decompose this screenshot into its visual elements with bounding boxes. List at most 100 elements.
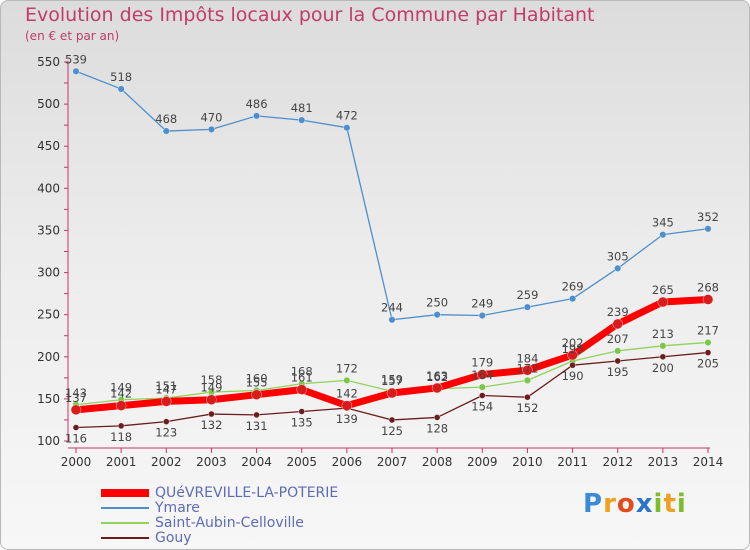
data-point-quevreville-la-poterie (296, 384, 308, 395)
data-point-saint-aubin-celloville (478, 383, 486, 391)
data-label-ymare: 244 (381, 301, 403, 315)
data-label-gouy: 123 (155, 426, 177, 440)
x-tick-label: 2001 (106, 455, 137, 469)
series-line-ymare (75, 70, 709, 321)
data-label-saint-aubin-celloville: 164 (471, 368, 493, 382)
data-label-gouy: 139 (336, 412, 358, 426)
data-label-ymare: 305 (607, 249, 629, 263)
data-label-quevreville-la-poterie: 184 (516, 351, 538, 365)
data-label-quevreville-la-poterie: 147 (155, 382, 177, 396)
data-point-ymare (388, 316, 396, 324)
data-label-saint-aubin-celloville: 213 (652, 327, 674, 341)
x-tick-label: 2002 (151, 455, 182, 469)
data-point-ymare (478, 311, 486, 320)
data-label-gouy: 190 (562, 369, 584, 383)
data-label-ymare: 352 (697, 210, 719, 224)
data-label-ymare: 345 (652, 216, 674, 230)
data-label-saint-aubin-celloville: 160 (246, 371, 268, 385)
data-label-gouy: 154 (471, 400, 493, 414)
y-tick-label: 150 (37, 392, 60, 406)
data-point-saint-aubin-celloville (659, 342, 667, 350)
data-point-quevreville-la-poterie (115, 400, 127, 411)
data-point-quevreville-la-poterie (70, 404, 82, 416)
x-tick-label: 2008 (422, 455, 453, 469)
data-point-ymare (252, 112, 261, 120)
y-tick-label: 100 (37, 434, 60, 448)
data-point-quevreville-la-poterie (612, 318, 624, 330)
data-label-saint-aubin-celloville: 143 (65, 386, 87, 400)
data-label-gouy: 125 (381, 424, 403, 438)
data-label-saint-aubin-celloville: 168 (291, 365, 313, 379)
y-tick-label: 250 (37, 308, 60, 322)
data-label-quevreville-la-poterie: 202 (562, 336, 584, 350)
data-label-ymare: 468 (155, 112, 177, 126)
data-point-quevreville-la-poterie (476, 369, 488, 380)
data-label-ymare: 249 (471, 297, 493, 311)
data-label-ymare: 518 (110, 70, 132, 84)
data-point-ymare (568, 295, 577, 303)
data-label-gouy: 200 (652, 361, 674, 375)
data-label-saint-aubin-celloville: 172 (516, 361, 538, 375)
data-label-saint-aubin-celloville: 149 (110, 381, 132, 395)
legend: QUéVREVILLE-LA-POTERIE Ymare Saint-Aubin… (101, 484, 339, 546)
data-point-saint-aubin-celloville (523, 376, 532, 384)
y-tick-label: 550 (37, 55, 60, 69)
data-point-gouy (433, 414, 441, 421)
x-tick-label: 2000 (61, 455, 92, 469)
y-tick-label: 350 (37, 223, 60, 237)
legend-swatch-quevreville (101, 488, 149, 497)
data-point-ymare (614, 264, 622, 272)
data-point-quevreville-la-poterie (567, 349, 578, 361)
data-label-quevreville-la-poterie: 137 (65, 391, 87, 405)
data-label-quevreville-la-poterie: 155 (246, 376, 268, 390)
data-label-quevreville-la-poterie: 149 (200, 381, 222, 395)
data-label-gouy: 152 (516, 401, 538, 415)
x-tick-label: 2005 (286, 455, 317, 469)
data-label-gouy: 131 (246, 419, 268, 433)
data-point-quevreville-la-poterie (251, 389, 262, 400)
data-point-ymare (162, 127, 170, 135)
legend-label-quevreville: QUéVREVILLE-LA-POTERIE (155, 484, 339, 501)
legend-label-saint-aubin: Saint-Aubin-Celloville (155, 514, 304, 531)
x-tick-label: 2010 (512, 455, 543, 469)
data-point-quevreville-la-poterie (702, 294, 714, 305)
x-tick-label: 2003 (196, 455, 227, 469)
y-tick-label: 200 (37, 350, 60, 364)
data-point-gouy (388, 416, 396, 424)
data-point-ymare (659, 231, 667, 239)
data-point-saint-aubin-celloville (704, 338, 712, 347)
data-point-saint-aubin-celloville (343, 376, 351, 384)
data-point-gouy (478, 392, 486, 399)
data-point-ymare (298, 116, 306, 124)
data-point-quevreville-la-poterie (386, 387, 398, 399)
legend-item-gouy: Gouy (101, 530, 338, 546)
x-tick-label: 2012 (602, 455, 633, 469)
data-point-quevreville-la-poterie (431, 382, 443, 394)
data-label-quevreville-la-poterie: 142 (110, 387, 132, 401)
data-label-ymare: 472 (336, 109, 358, 123)
data-label-saint-aubin-celloville: 172 (336, 361, 358, 375)
data-point-quevreville-la-poterie (657, 296, 669, 308)
y-tick-label: 300 (37, 266, 60, 280)
data-point-ymare (523, 303, 532, 311)
data-point-quevreville-la-poterie (341, 400, 353, 411)
x-tick-label: 2004 (241, 455, 272, 469)
data-label-gouy: 118 (110, 430, 132, 444)
data-label-ymare: 470 (200, 110, 222, 124)
x-tick-label: 2006 (332, 455, 363, 469)
data-point-gouy (162, 418, 170, 425)
proxiti-logo: Proxiti (583, 489, 687, 519)
data-point-ymare (117, 85, 125, 93)
x-tick-label: 2011 (557, 455, 588, 469)
y-tick-label: 400 (37, 181, 60, 195)
data-label-gouy: 195 (607, 365, 629, 379)
data-point-gouy (117, 422, 125, 430)
data-label-ymare: 481 (291, 101, 313, 115)
data-label-quevreville-la-poterie: 142 (336, 387, 358, 401)
data-point-gouy (72, 424, 80, 431)
data-label-saint-aubin-celloville: 195 (562, 342, 584, 356)
data-label-gouy: 128 (426, 421, 448, 435)
x-tick-label: 2014 (693, 455, 724, 469)
